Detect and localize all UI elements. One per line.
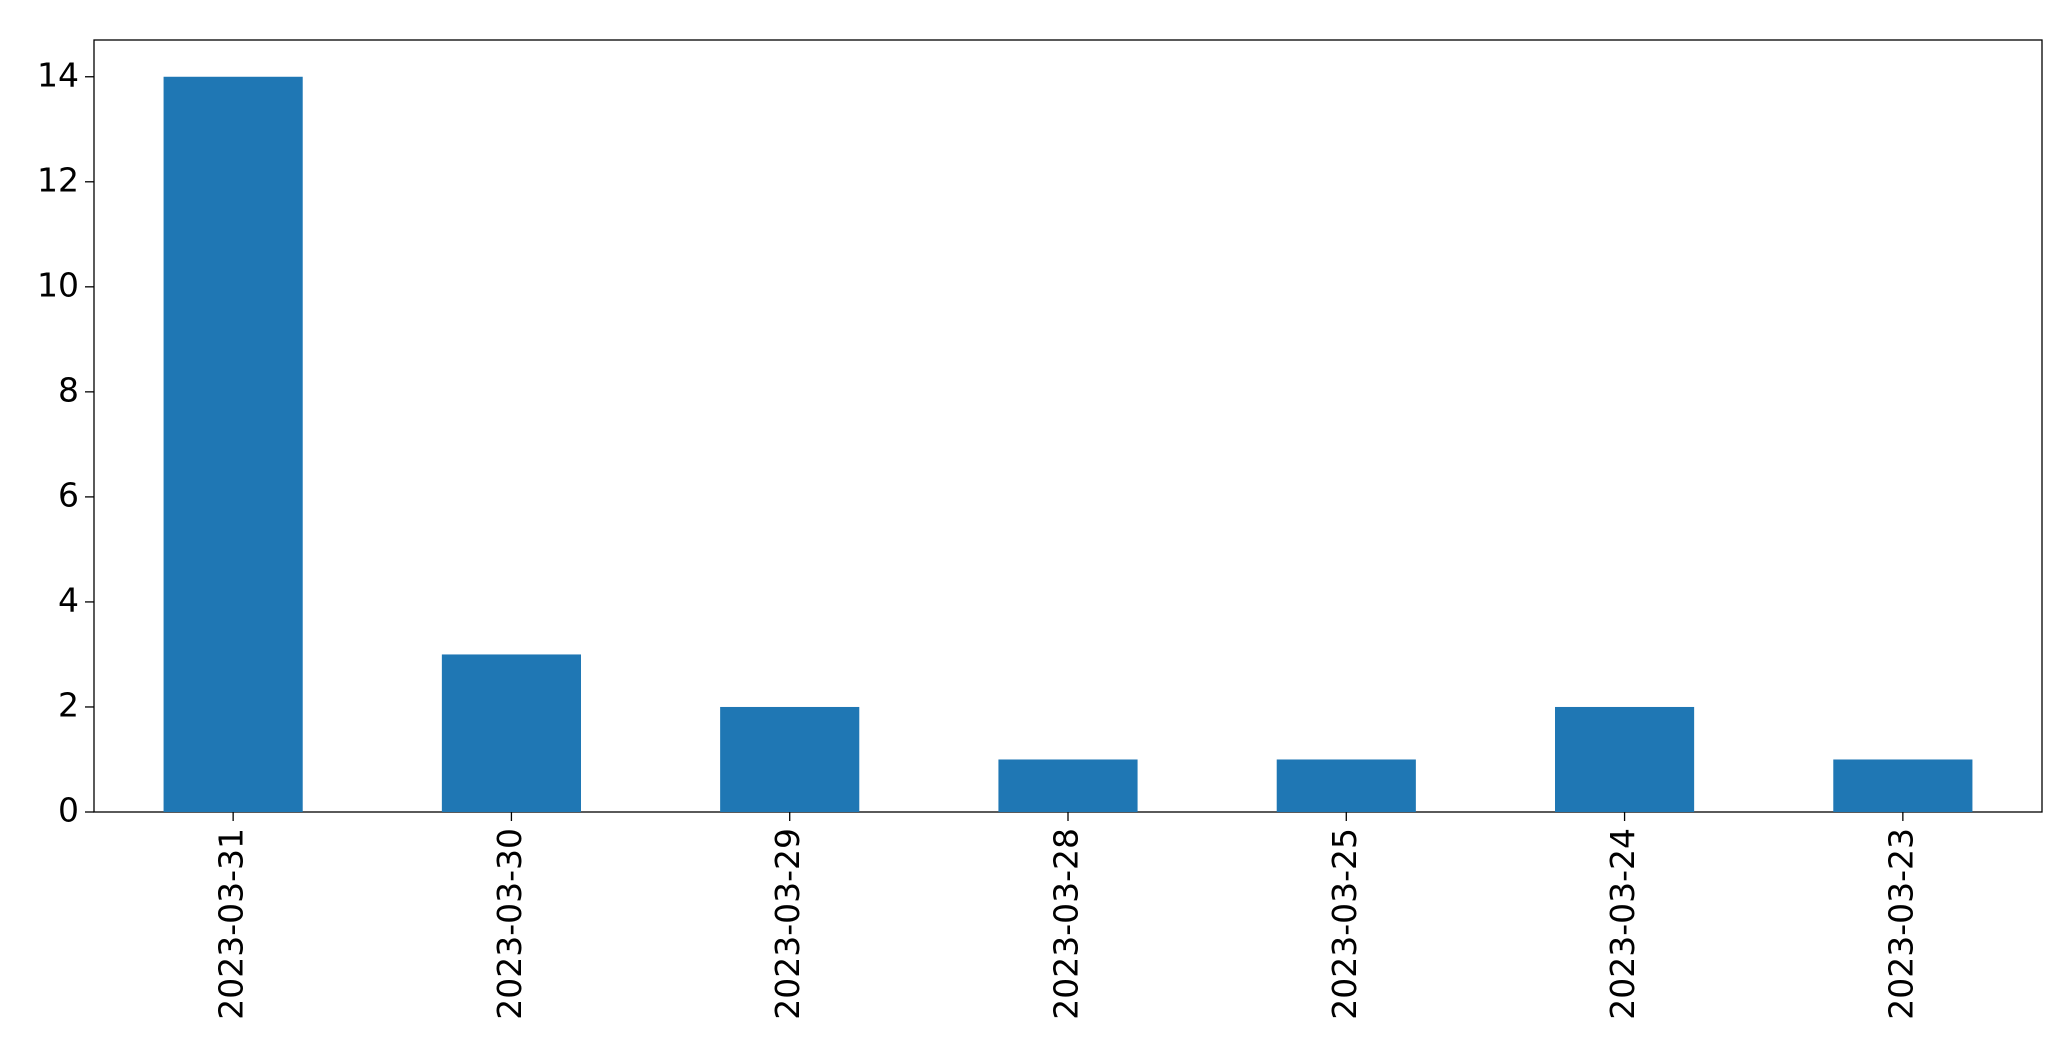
y-tick-label: 4 [58, 580, 79, 619]
x-tick-label: 2023-03-24 [1603, 828, 1642, 1020]
bar [720, 706, 860, 812]
plot-frame [93, 39, 2043, 813]
bar [1276, 759, 1416, 812]
bar [163, 76, 303, 812]
y-tick-label: 8 [58, 370, 79, 409]
bar [1555, 706, 1695, 812]
x-tick-label: 2023-03-30 [490, 828, 529, 1020]
y-tick-label: 6 [58, 475, 79, 514]
x-tick-label: 2023-03-28 [1047, 828, 1086, 1020]
bar [1833, 759, 1973, 812]
x-tick-label: 2023-03-31 [212, 828, 251, 1020]
x-tick-label: 2023-03-29 [768, 828, 807, 1020]
bar [441, 654, 581, 812]
bar [998, 759, 1138, 812]
y-tick-label: 12 [37, 160, 79, 199]
y-tick-label: 14 [37, 55, 79, 94]
y-tick-label: 2 [58, 685, 79, 724]
y-tick-label: 10 [37, 265, 79, 304]
x-tick-label: 2023-03-23 [1881, 828, 1920, 1020]
y-tick-label: 0 [58, 791, 79, 830]
x-tick-label: 2023-03-25 [1325, 828, 1364, 1020]
